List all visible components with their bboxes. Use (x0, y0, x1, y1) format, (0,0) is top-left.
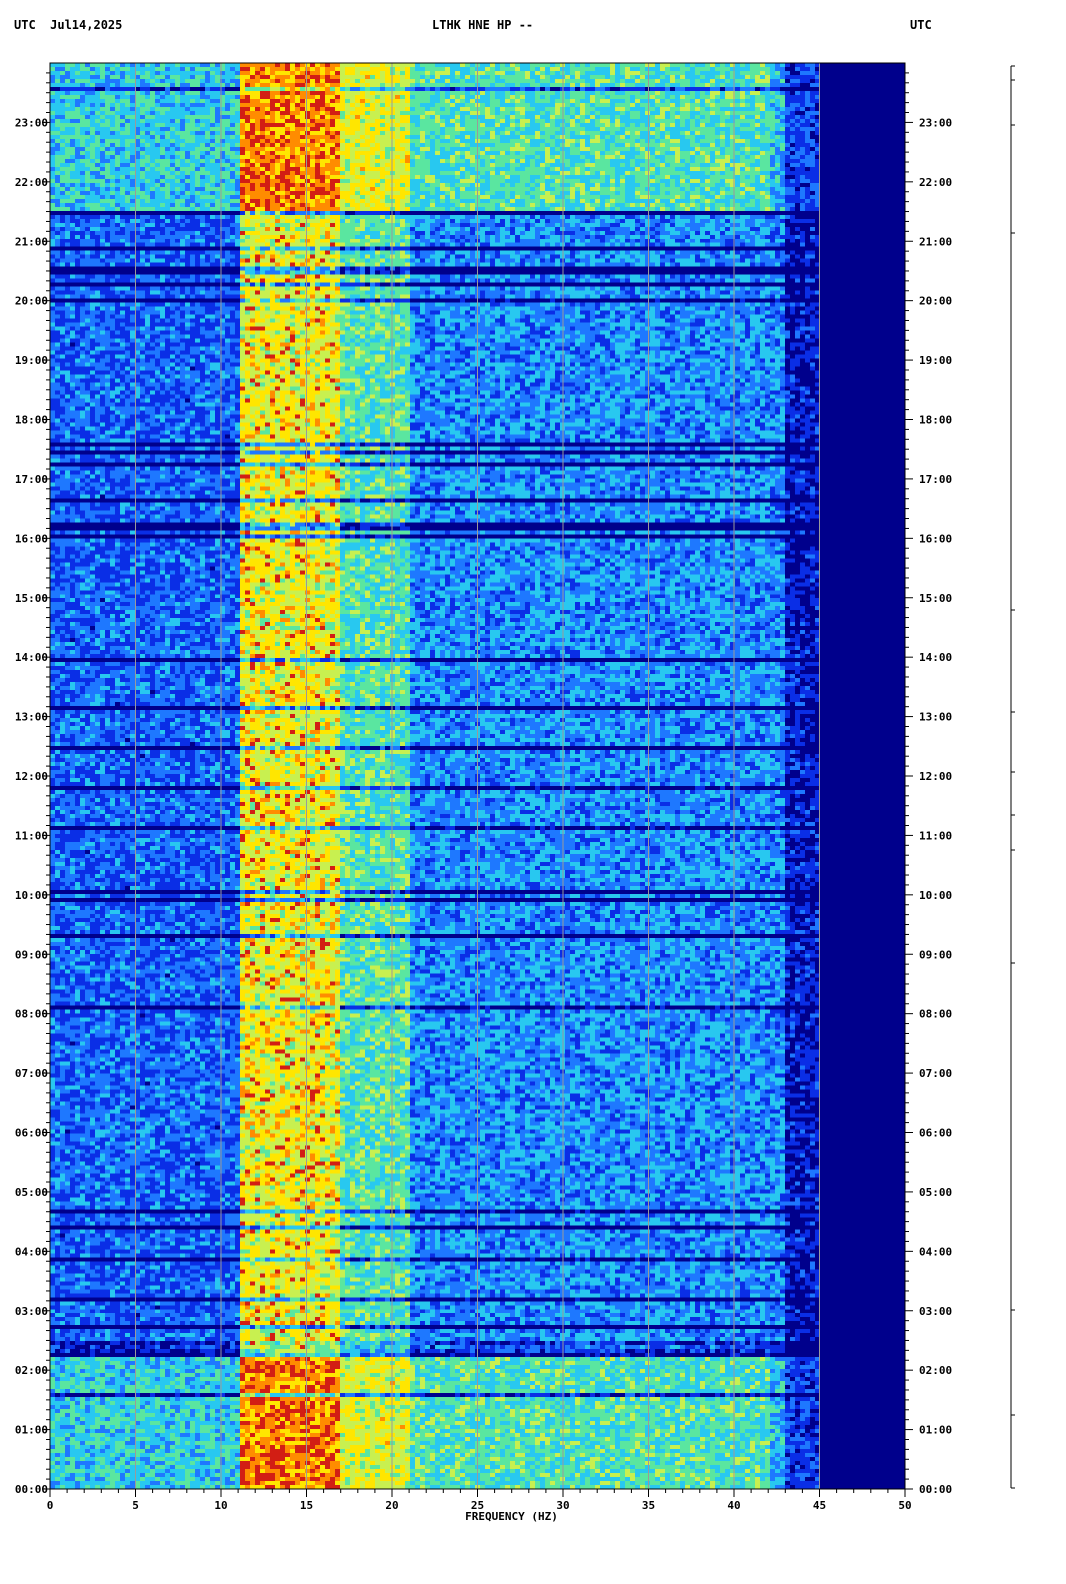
y-axis-ticks: 00:00 00:00 01:00 01:00 02:00 02:00 03:00 03:00… (15, 72, 952, 1496)
ytick-label-right: 05:00 (919, 1186, 952, 1199)
ytick-label-left: 15:00 (15, 592, 48, 605)
ytick-label-right: 02:00 (919, 1364, 952, 1377)
ytick-label-right: 00:00 (919, 1483, 952, 1496)
header-date-label: UTC Jul14,2025 (14, 18, 123, 32)
xtick-label: 35 (642, 1499, 655, 1512)
x-axis-title: FREQUENCY (HZ) (465, 1510, 558, 1523)
xtick-label: 20 (385, 1499, 398, 1512)
xtick-label: 50 (898, 1499, 911, 1512)
ytick-label-left: 19:00 (15, 354, 48, 367)
ytick-label-right: 18:00 (919, 414, 952, 427)
ytick-label-left: 09:00 (15, 948, 48, 961)
vertical-gridlines (135, 63, 820, 1489)
ytick-label-left: 04:00 (15, 1245, 48, 1258)
ytick-label-left: 23:00 (15, 116, 48, 129)
header-timezone-right: UTC (910, 18, 932, 32)
xtick-label: 0 (47, 1499, 54, 1512)
ytick-label-left: 18:00 (15, 414, 48, 427)
ytick-label-right: 22:00 (919, 176, 952, 189)
xtick-label: 25 (471, 1499, 484, 1512)
ytick-label-left: 11:00 (15, 829, 48, 842)
ytick-label-right: 08:00 (919, 1008, 952, 1021)
xtick-label: 40 (727, 1499, 740, 1512)
ytick-label-right: 04:00 (919, 1245, 952, 1258)
ytick-label-right: 14:00 (919, 651, 952, 664)
ytick-label-right: 21:00 (919, 235, 952, 248)
ytick-label-left: 00:00 (15, 1483, 48, 1496)
ytick-label-left: 13:00 (15, 711, 48, 724)
ytick-label-right: 01:00 (919, 1424, 952, 1437)
ytick-label-right: 09:00 (919, 948, 952, 961)
ytick-label-right: 15:00 (919, 592, 952, 605)
ytick-label-left: 16:00 (15, 532, 48, 545)
ytick-label-left: 02:00 (15, 1364, 48, 1377)
xtick-label: 15 (300, 1499, 313, 1512)
ytick-label-left: 05:00 (15, 1186, 48, 1199)
ytick-label-left: 06:00 (15, 1127, 48, 1140)
ytick-label-left: 22:00 (15, 176, 48, 189)
xtick-label: 30 (556, 1499, 569, 1512)
ytick-label-left: 14:00 (15, 651, 48, 664)
ytick-label-left: 07:00 (15, 1067, 48, 1080)
ytick-label-right: 23:00 (919, 116, 952, 129)
ytick-label-left: 21:00 (15, 235, 48, 248)
ytick-label-right: 17:00 (919, 473, 952, 486)
ytick-label-right: 16:00 (919, 532, 952, 545)
ytick-label-left: 17:00 (15, 473, 48, 486)
xtick-label: 5 (132, 1499, 139, 1512)
ytick-label-right: 07:00 (919, 1067, 952, 1080)
ytick-label-left: 03:00 (15, 1305, 48, 1318)
ytick-label-right: 03:00 (919, 1305, 952, 1318)
ytick-label-left: 12:00 (15, 770, 48, 783)
ytick-label-left: 08:00 (15, 1008, 48, 1021)
ytick-label-right: 19:00 (919, 354, 952, 367)
ytick-label-left: 20:00 (15, 295, 48, 308)
xtick-label: 45 (813, 1499, 826, 1512)
chart-title: LTHK HNE HP -- (432, 18, 534, 32)
x-axis-ticks: 0 5 10 15 20 25 30 35 40 45 50 (47, 1489, 912, 1512)
ytick-label-right: 12:00 (919, 770, 952, 783)
ytick-label-right: 13:00 (919, 711, 952, 724)
ytick-label-right: 06:00 (919, 1127, 952, 1140)
ytick-label-left: 10:00 (15, 889, 48, 902)
ytick-label-right: 10:00 (919, 889, 952, 902)
ytick-label-left: 01:00 (15, 1424, 48, 1437)
xtick-label: 10 (214, 1499, 227, 1512)
ytick-label-right: 11:00 (919, 829, 952, 842)
side-scale-bar (1010, 65, 1015, 1489)
ytick-label-right: 20:00 (919, 295, 952, 308)
